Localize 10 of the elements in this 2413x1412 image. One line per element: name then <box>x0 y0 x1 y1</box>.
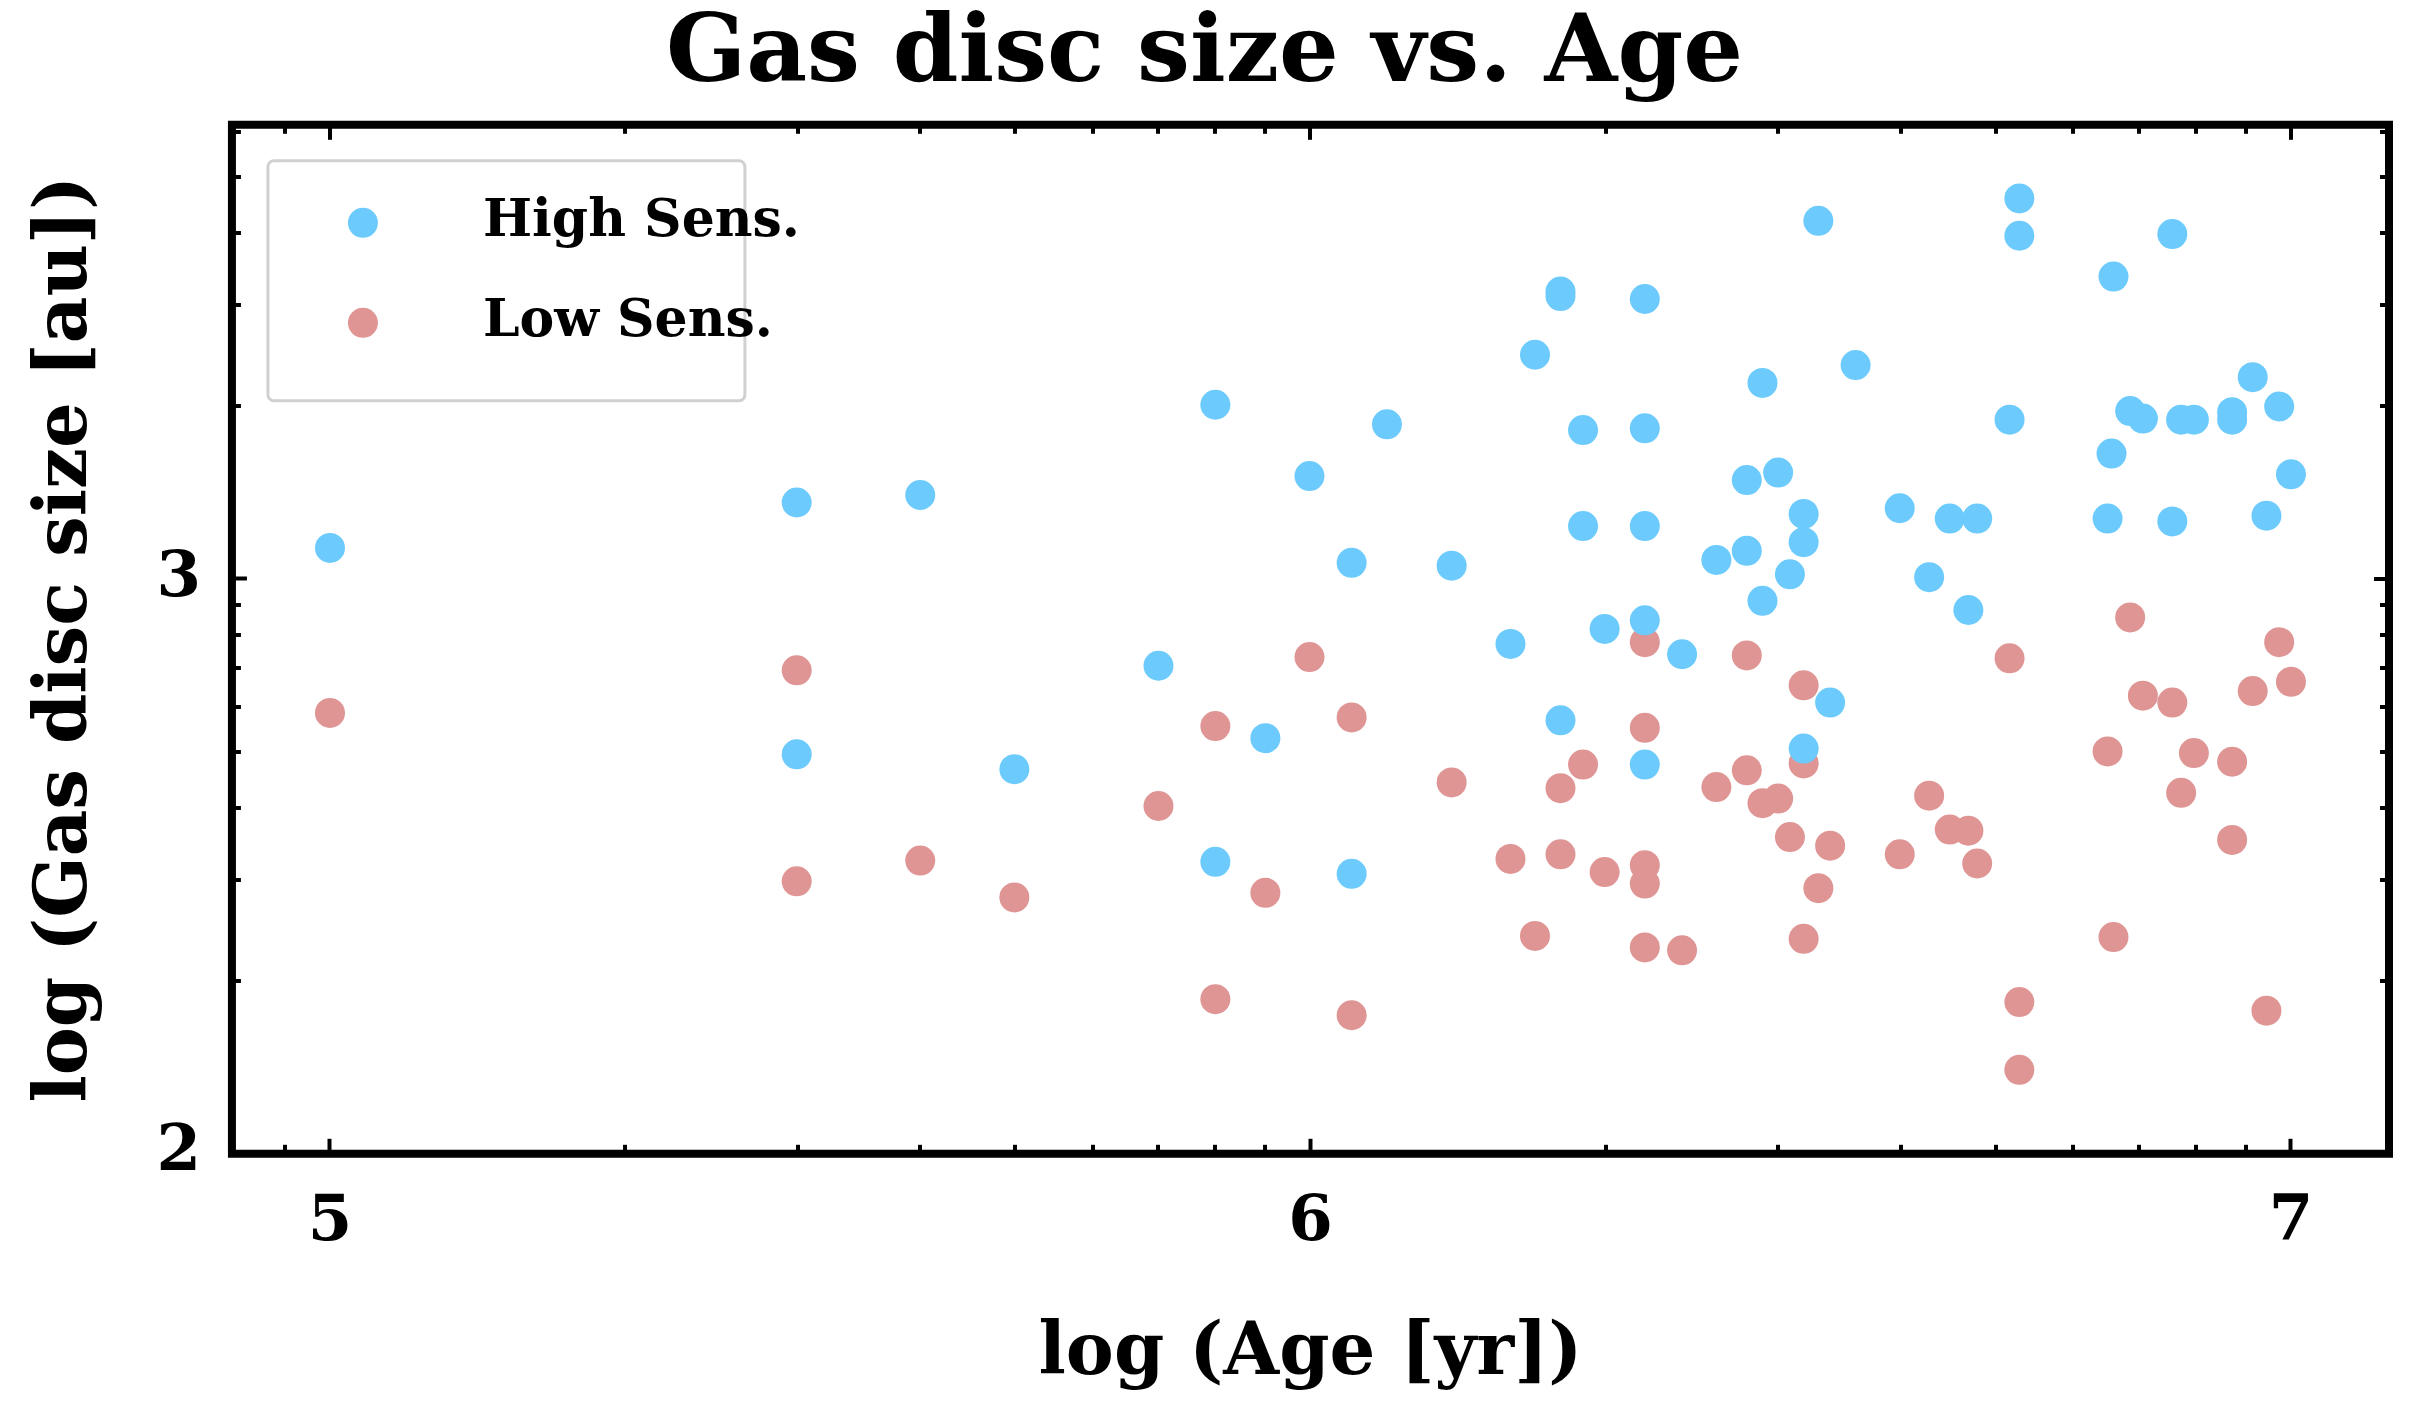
x-axis-title: log (Age [yr]) <box>1038 1305 1583 1391</box>
x-tick-label: 6 <box>1288 1179 1333 1255</box>
x-tick-label: 5 <box>307 1179 353 1255</box>
chart-title: Gas disc size vs. Age <box>665 0 1744 103</box>
y-tick-label: 3 <box>156 535 201 611</box>
legend-label: Low Sens. <box>482 287 773 349</box>
y-axis-title: log (Gas disc size [au]) <box>17 176 103 1103</box>
legend-label: High Sens. <box>482 187 800 249</box>
y-tick-label: 2 <box>156 1110 201 1186</box>
x-tick-label: 7 <box>2268 1179 2314 1255</box>
